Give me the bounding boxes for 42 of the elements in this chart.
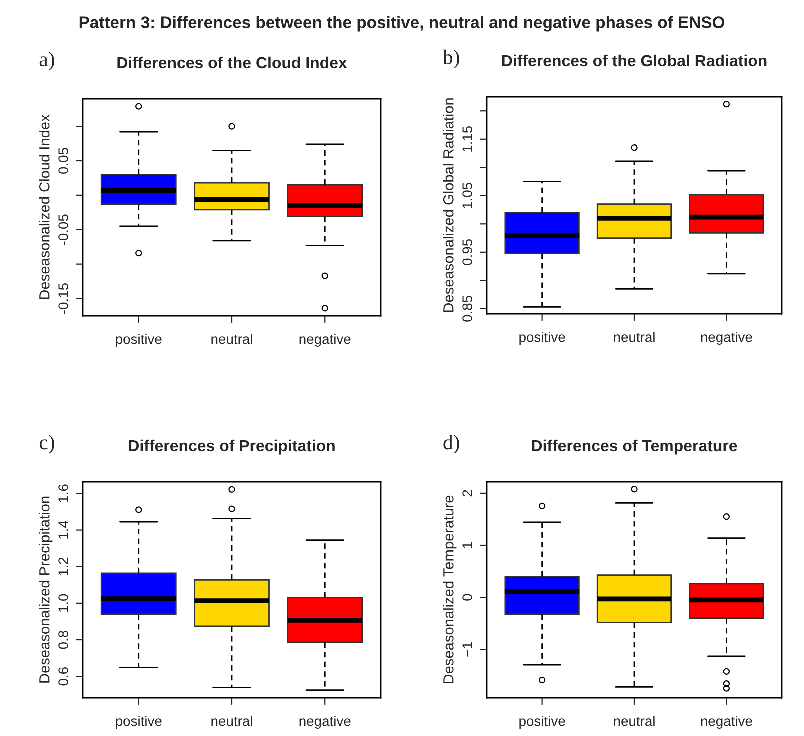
x-tick-label: negative (701, 716, 752, 730)
x-tick-label: negative (300, 716, 351, 730)
x-tick-label: positive (116, 334, 162, 348)
y-tick-label: −1 (462, 642, 472, 657)
y-axis-title: Deseasonalized Precipitation (39, 496, 53, 683)
y-tick-label: 0.8 (58, 630, 68, 650)
text: d) (444, 435, 460, 454)
y-axis-title: Deseasonalized Temperature (443, 496, 457, 684)
chart-title: Differences of Precipitation (129, 440, 335, 455)
text: Pattern 3: Differences between the positive, neutral and negative phases of ENSO (80, 16, 725, 32)
x-tick-label: positive (520, 332, 566, 346)
y-tick-label: 1.05 (462, 182, 472, 208)
chart-title: Differences of the Global Radiation (502, 54, 767, 67)
y-tick-label: 1.4 (58, 521, 68, 539)
y-tick-label: 1 (462, 542, 472, 548)
y-tick-label: 1.6 (58, 484, 68, 502)
chart-title: Differences of the Cloud Index (118, 56, 348, 69)
y-tick-label: 0.6 (58, 668, 68, 686)
x-tick-label: neutral (212, 716, 252, 726)
chart-title: Differences of Temperature (532, 440, 738, 455)
x-tick-label: neutral (212, 334, 252, 344)
y-tick-label: 1.15 (462, 126, 472, 152)
x-tick-label: neutral (614, 332, 655, 342)
x-tick-label: neutral (614, 716, 655, 726)
y-axis-title: Deseasonalized Cloud Index (39, 114, 50, 300)
y-tick-label: 0.85 (462, 296, 472, 322)
text: b) (442, 50, 460, 69)
y-tick-label: 1.2 (58, 558, 68, 576)
x-tick-label: positive (520, 716, 566, 730)
y-tick-label: 0.05 (58, 148, 68, 174)
y-tick-label: 0 (462, 594, 472, 601)
y-tick-label: 1.0 (58, 594, 68, 612)
text: a) (40, 52, 54, 71)
y-axis-title: Deseasonalized Global Radiation (443, 98, 454, 312)
y-tick-label: -0.15 (58, 284, 68, 314)
y-tick-label: 0.95 (462, 239, 472, 266)
x-tick-label: positive (116, 716, 162, 730)
y-tick-label: -0.05 (58, 214, 68, 246)
x-tick-label: negative (701, 332, 752, 346)
y-tick-label: 2 (462, 490, 472, 497)
x-tick-label: negative (300, 334, 351, 348)
text: c) (40, 435, 54, 454)
